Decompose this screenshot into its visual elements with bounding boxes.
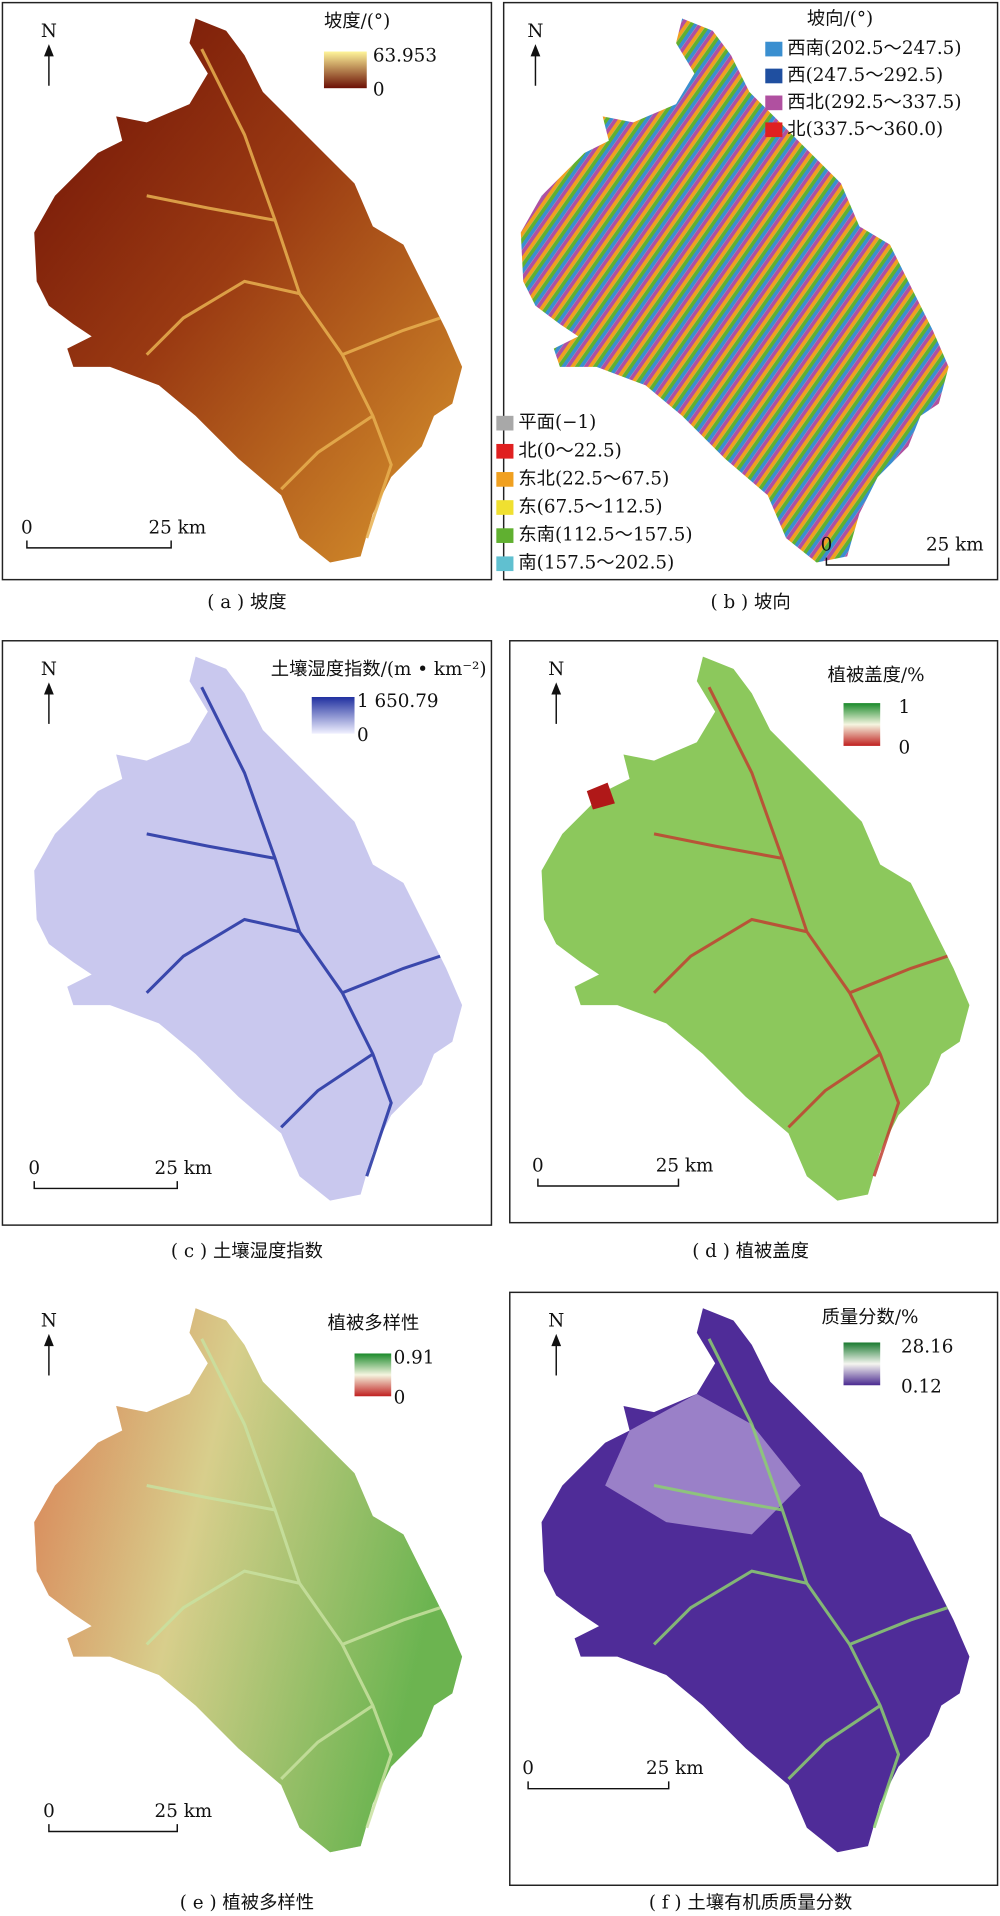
legend-min: 0.12: [901, 1377, 942, 1398]
north-arrow-head: [44, 682, 54, 695]
legend-max: 28.16: [901, 1336, 953, 1357]
legend-max: 1: [899, 697, 911, 718]
legend-max: 63.953: [373, 45, 437, 66]
scale-bar: [26, 540, 172, 549]
north-label: N: [41, 1311, 57, 1332]
legend-swatch: [496, 415, 514, 431]
scale-bar: [48, 1824, 178, 1833]
panel: N 0 25 km 植被多样性 0.91 0: [34, 1308, 463, 1853]
legend-title: 质量分数/%: [822, 1307, 919, 1328]
panel-frame: [509, 640, 999, 1224]
legend-title: 土壤湿度指数/(m • km⁻²): [271, 659, 487, 680]
legend-title: 坡向/(°): [807, 9, 873, 30]
legend-swatch: [765, 68, 783, 84]
legend-swatch: [765, 122, 783, 138]
legend-ramp: [843, 1342, 881, 1386]
legend-label: 西北(292.5～337.5): [787, 92, 961, 113]
legend-title: 植被盖度/%: [828, 665, 925, 686]
north-arrow-head: [551, 682, 562, 695]
legend-swatch: [496, 500, 514, 515]
north-label: N: [548, 659, 564, 680]
legend-label: 西(247.5～292.5): [787, 65, 943, 86]
north-label: N: [548, 1311, 564, 1332]
map-area: [34, 18, 463, 563]
north-label: N: [41, 659, 57, 680]
scale-bar: [527, 1781, 670, 1790]
map-area: [34, 656, 463, 1201]
scale-bar: [537, 1178, 680, 1187]
scale-label: 25 km: [155, 1801, 213, 1822]
legend-ramp: [323, 51, 367, 89]
legend-swatch: [496, 472, 514, 487]
north-arrow-head: [44, 1333, 54, 1347]
caption: ( d ) 植被盖度: [692, 1241, 809, 1262]
legend-min: 0: [394, 1388, 406, 1409]
panel-frame: [502, 1, 999, 581]
scale-label: 0: [821, 534, 833, 555]
scale-label: 0: [28, 1158, 40, 1179]
legend-ramp: [311, 696, 355, 734]
caption: ( e ) 植被多样性: [180, 1893, 314, 1914]
legend-label: 东(67.5～112.5): [518, 497, 662, 518]
scale-label: 0: [43, 1801, 55, 1822]
legend-title: 坡度/(°): [324, 11, 390, 32]
north-label: N: [41, 21, 57, 42]
legend-swatch: [765, 41, 783, 57]
caption: ( c ) 土壤湿度指数: [171, 1241, 323, 1262]
legend-min: 0: [357, 725, 369, 746]
legend-swatch: [496, 528, 514, 543]
scale-bar: [33, 1181, 178, 1190]
scale-label: 25 km: [926, 534, 984, 555]
scale-label: 25 km: [155, 1158, 213, 1179]
legend-label: 东北(22.5～67.5): [518, 468, 669, 489]
legend-label: 平面(−1): [518, 412, 596, 433]
panel: N 0 25 km 植被盖度/% 1 0: [532, 656, 970, 1201]
panel: N 0 25 km 坡向/(°) 西南(202.5～247.5) 西(247.5～292.…: [496, 9, 984, 574]
legend-swatch: [496, 556, 514, 572]
panel: N 0 25 km 质量分数/% 28.16 0.12: [522, 1307, 970, 1853]
panel: N 0 25 km 坡度/(°) 63.953 0: [21, 11, 463, 563]
north-arrow-head: [551, 1333, 562, 1347]
scale-label: 0: [522, 1758, 534, 1779]
panel-frame: [509, 1291, 999, 1886]
scale-label: 0: [21, 517, 33, 538]
legend-swatch: [496, 443, 514, 459]
legend-label: 北(337.5～360.0): [787, 119, 943, 140]
caption: ( b ) 坡向: [711, 592, 791, 613]
north-arrow-head: [530, 44, 541, 57]
panel: N 0 25 km 土壤湿度指数/(m • km⁻²) 1 650.79 0: [28, 656, 487, 1201]
legend-title: 植被多样性: [328, 1313, 420, 1334]
scale-label: 0: [532, 1155, 544, 1176]
legend-max: 0.91: [394, 1347, 435, 1368]
scale-label: 25 km: [646, 1758, 704, 1779]
north-arrow-head: [44, 44, 54, 57]
caption: ( a ) 坡度: [207, 592, 286, 613]
legend-label: 南(157.5～202.5): [518, 553, 674, 574]
legend-max: 1 650.79: [357, 691, 439, 712]
legend-label: 北(0～22.5): [518, 440, 621, 461]
scale-label: 25 km: [656, 1155, 714, 1176]
legend-label: 西南(202.5～247.5): [787, 38, 961, 59]
legend-ramp: [354, 1353, 392, 1397]
legend-min: 0: [899, 737, 911, 758]
scale-label: 25 km: [148, 517, 206, 538]
map-patch: [586, 782, 615, 810]
legend-swatch: [765, 95, 783, 111]
north-label: N: [527, 21, 543, 42]
legend-ramp: [843, 703, 881, 746]
panel-frame: [1, 640, 493, 1226]
legend-label: 东南(112.5～157.5): [518, 525, 692, 546]
legend-min: 0: [373, 80, 385, 101]
scale-bar: [825, 557, 950, 566]
panel-frame: [1, 1, 493, 581]
map-region: [605, 1393, 801, 1535]
caption: ( f ) 土壤有机质质量分数: [649, 1893, 853, 1914]
